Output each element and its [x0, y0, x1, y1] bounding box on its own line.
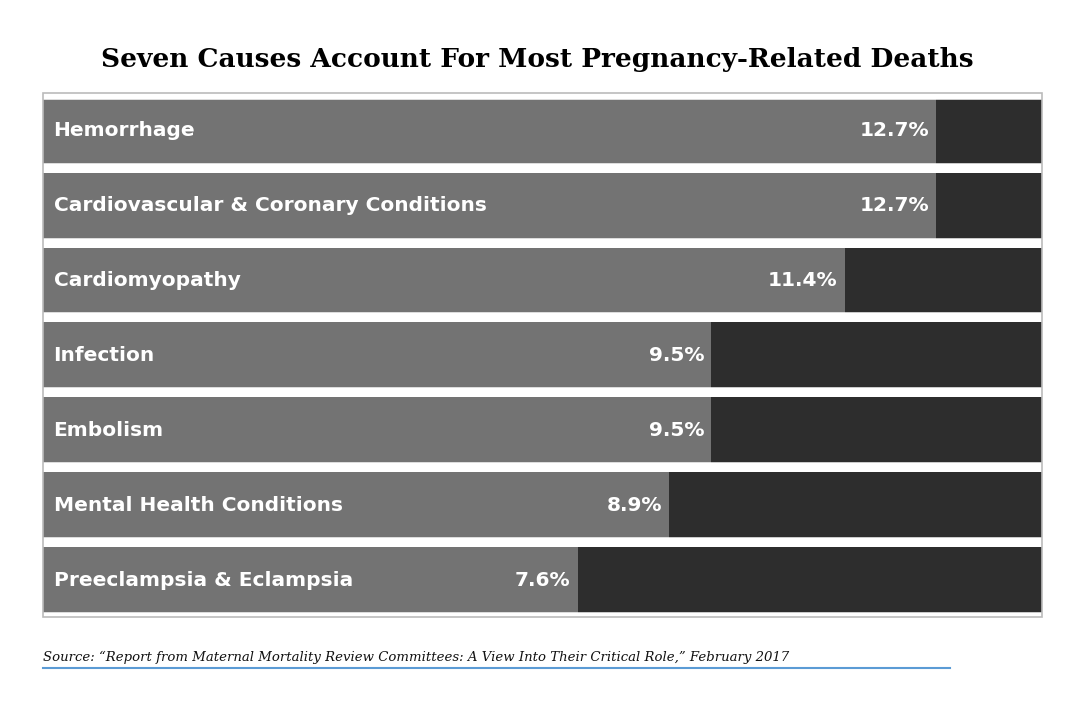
Text: 12.7%: 12.7%: [859, 121, 929, 140]
Text: 12.7%: 12.7%: [859, 196, 929, 215]
Bar: [43, 547, 578, 613]
Bar: [43, 98, 937, 164]
Bar: [43, 248, 845, 314]
Bar: [845, 248, 1042, 314]
Text: Mental Health Conditions: Mental Health Conditions: [54, 495, 343, 515]
Text: Seven Causes Account For Most Pregnancy-Related Deaths: Seven Causes Account For Most Pregnancy-…: [101, 47, 973, 72]
Text: Cardiomyopathy: Cardiomyopathy: [54, 271, 241, 290]
Text: 9.5%: 9.5%: [649, 346, 705, 365]
Bar: [711, 397, 1042, 463]
Bar: [937, 98, 1042, 164]
Bar: [669, 472, 1042, 538]
Bar: [711, 322, 1042, 388]
Text: 9.5%: 9.5%: [649, 421, 705, 440]
Text: Source: “Report from Maternal Mortality Review Committees: A View Into Their Cri: Source: “Report from Maternal Mortality …: [43, 651, 789, 664]
Text: Preeclampsia & Eclampsia: Preeclampsia & Eclampsia: [54, 571, 352, 589]
Bar: [578, 547, 1042, 613]
Text: 8.9%: 8.9%: [607, 495, 662, 515]
Bar: [43, 322, 711, 388]
Text: Embolism: Embolism: [54, 421, 163, 440]
Bar: [43, 472, 669, 538]
Bar: [937, 173, 1042, 238]
Text: Hemorrhage: Hemorrhage: [54, 121, 195, 140]
Bar: [43, 397, 711, 463]
Bar: [43, 173, 937, 238]
Text: Infection: Infection: [54, 346, 155, 365]
Text: Cardiovascular & Coronary Conditions: Cardiovascular & Coronary Conditions: [54, 196, 487, 215]
Text: 7.6%: 7.6%: [514, 571, 570, 589]
Text: 11.4%: 11.4%: [768, 271, 838, 290]
